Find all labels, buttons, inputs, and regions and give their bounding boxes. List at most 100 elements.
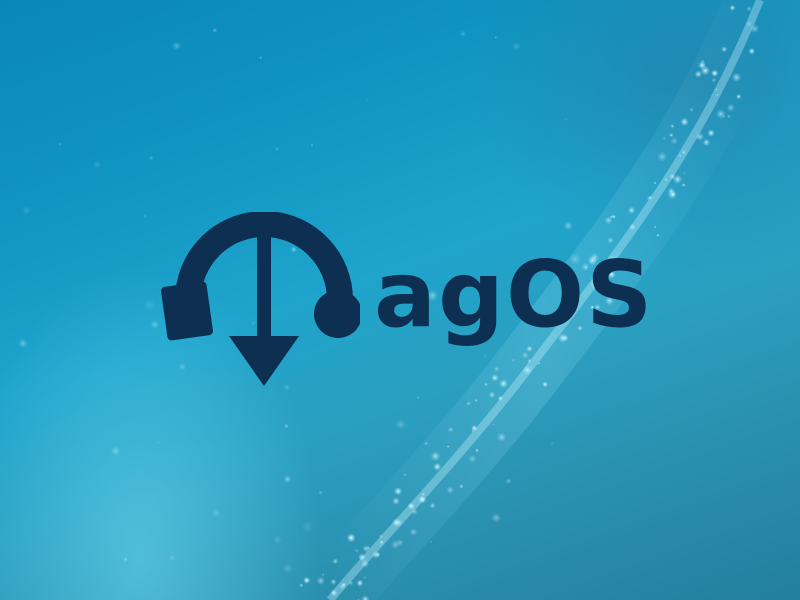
sparkle <box>474 398 478 402</box>
sparkle <box>670 191 676 197</box>
sparkle <box>594 304 601 311</box>
sparkle <box>491 512 502 523</box>
sparkle <box>446 486 455 494</box>
sparkle <box>521 351 529 359</box>
sparkle <box>447 426 454 433</box>
sparkle <box>716 109 726 119</box>
sparkle <box>421 492 426 497</box>
sparkle <box>259 56 263 60</box>
sparkle <box>418 495 427 504</box>
sparkle <box>346 533 356 543</box>
sparkle <box>597 289 603 295</box>
sparkle <box>497 432 507 442</box>
sparkle <box>430 451 441 462</box>
sparkle <box>284 423 289 429</box>
sparkle <box>426 289 439 302</box>
sparkle <box>537 361 541 365</box>
sparkle <box>379 534 384 539</box>
sparkle <box>669 132 674 138</box>
sparkle <box>424 441 428 446</box>
sparkle <box>363 576 367 579</box>
sparkle <box>468 455 477 463</box>
sparkle <box>378 544 382 548</box>
sparkle <box>683 171 686 175</box>
sparkle <box>542 381 548 388</box>
sparkle <box>653 225 657 229</box>
sparkle <box>599 278 609 288</box>
sparkle <box>604 216 613 225</box>
sparkle <box>678 154 682 157</box>
sparkle <box>396 539 404 547</box>
sparkle <box>348 580 354 586</box>
sparkle <box>607 270 616 279</box>
sparkle <box>488 391 496 399</box>
sparkle <box>492 423 495 427</box>
sparkle <box>715 88 718 91</box>
sparkle <box>330 578 337 585</box>
sparkle <box>584 265 588 270</box>
sparkle <box>310 143 314 147</box>
sparkle <box>556 320 563 327</box>
sparkle <box>148 155 155 161</box>
sparkle <box>698 61 707 70</box>
sparkle <box>446 445 450 448</box>
sparkle <box>375 551 381 558</box>
sparkle <box>497 395 503 401</box>
sparkle <box>689 107 694 113</box>
sparkle <box>433 462 442 471</box>
sparkle <box>702 138 711 147</box>
sparkle <box>611 214 616 219</box>
sparkle <box>429 502 436 509</box>
sparkle <box>301 520 314 533</box>
sparkle <box>358 553 366 561</box>
sparkle <box>653 181 657 185</box>
sparkle <box>748 48 755 55</box>
sparkle <box>110 446 121 457</box>
download-arrow-headphones-icon <box>160 212 360 386</box>
sparkle <box>211 508 221 518</box>
sparkle <box>527 359 532 363</box>
sparkle <box>341 582 346 587</box>
sparkle <box>332 558 339 565</box>
sparkle <box>169 554 176 562</box>
sparkle <box>577 325 583 331</box>
sparkle <box>392 497 400 505</box>
sparkle <box>569 311 576 317</box>
sparkle <box>707 129 715 137</box>
sparkle <box>58 142 62 146</box>
sparkle <box>475 448 479 453</box>
sparkle <box>407 502 415 510</box>
sparkle <box>540 317 548 325</box>
sparkle <box>673 174 683 184</box>
sparkle <box>729 4 736 11</box>
sparkle <box>459 30 467 38</box>
sparkle <box>711 77 717 83</box>
sparkle <box>648 195 653 200</box>
sparkle <box>354 548 359 553</box>
sparkle <box>251 321 256 326</box>
sparkle <box>681 150 687 155</box>
sparkle <box>143 214 147 219</box>
sparkle <box>411 508 418 515</box>
sparkle <box>587 255 598 266</box>
sparkle <box>721 46 728 53</box>
sparkle <box>564 117 568 122</box>
sparkle <box>316 576 325 585</box>
sparkle <box>607 237 614 244</box>
sparkle <box>657 151 667 162</box>
sparkle <box>143 299 156 312</box>
sparkle <box>290 246 298 253</box>
sparkle <box>466 401 471 406</box>
sparkle <box>283 383 291 391</box>
sparkle <box>123 557 128 562</box>
sparkle <box>746 20 753 28</box>
sparkle <box>273 535 282 545</box>
sparkle <box>156 441 160 444</box>
sparkle <box>694 70 703 78</box>
sparkle <box>22 206 31 215</box>
sparkle <box>282 562 294 575</box>
sparkle <box>726 114 731 119</box>
sparkle <box>505 478 512 484</box>
sparkle <box>670 137 678 145</box>
